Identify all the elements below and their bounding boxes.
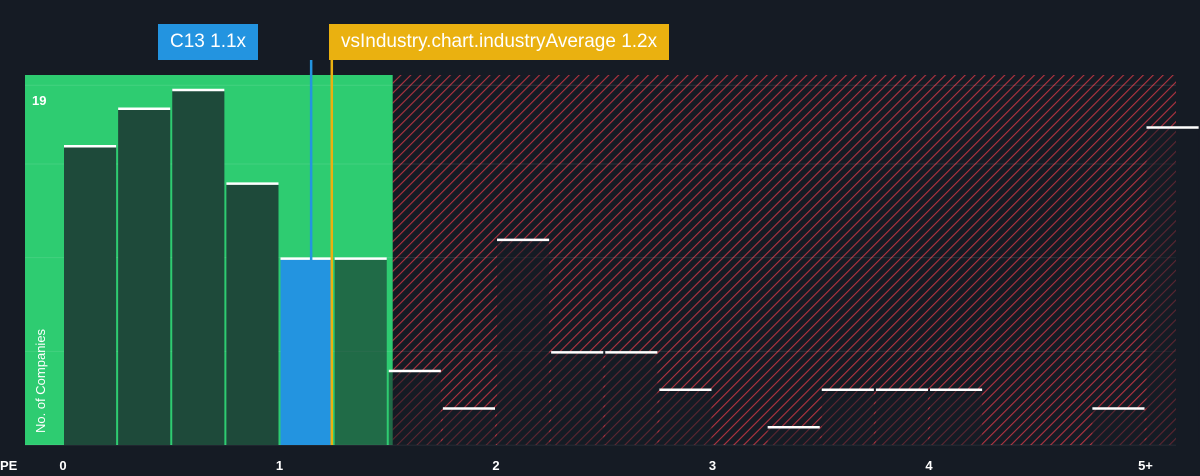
y-axis-max-label: 19 [32, 93, 46, 108]
histogram-bar [64, 145, 117, 446]
histogram-bar [118, 107, 171, 445]
histogram-bar [280, 257, 333, 445]
x-tick-label: 0 [59, 458, 66, 473]
histogram-bar [767, 426, 820, 445]
histogram-bar [1092, 407, 1145, 445]
histogram-bar [172, 89, 225, 445]
x-tick-label: 2 [492, 458, 499, 473]
histogram-bars [64, 88, 1199, 446]
x-tick-label: 5+ [1138, 458, 1153, 473]
histogram-bar [659, 388, 712, 445]
x-tick-label: 4 [925, 458, 933, 473]
industry-average-callout: vsIndustry.chart.industryAverage 1.2x [329, 24, 670, 60]
x-tick-label: 3 [709, 458, 716, 473]
histogram-bar [497, 238, 550, 445]
histogram-bar [551, 351, 604, 445]
histogram-bar [875, 388, 928, 445]
company-pe-callout: C13 1.1x [158, 24, 259, 60]
histogram-bar [388, 370, 441, 445]
histogram-bar [226, 182, 279, 445]
x-tick-label: 1 [276, 458, 283, 473]
histogram-bar [821, 388, 874, 445]
histogram-bar [930, 388, 983, 445]
histogram-bar [334, 257, 387, 445]
x-axis-ticks: 0 1 2 3 4 5+ [59, 458, 1153, 473]
histogram-bar [442, 407, 495, 445]
histogram-bar [1146, 126, 1199, 445]
y-axis-title: No. of Companies [33, 328, 48, 433]
histogram-bar [605, 351, 658, 445]
x-axis-label: PE [0, 458, 18, 473]
